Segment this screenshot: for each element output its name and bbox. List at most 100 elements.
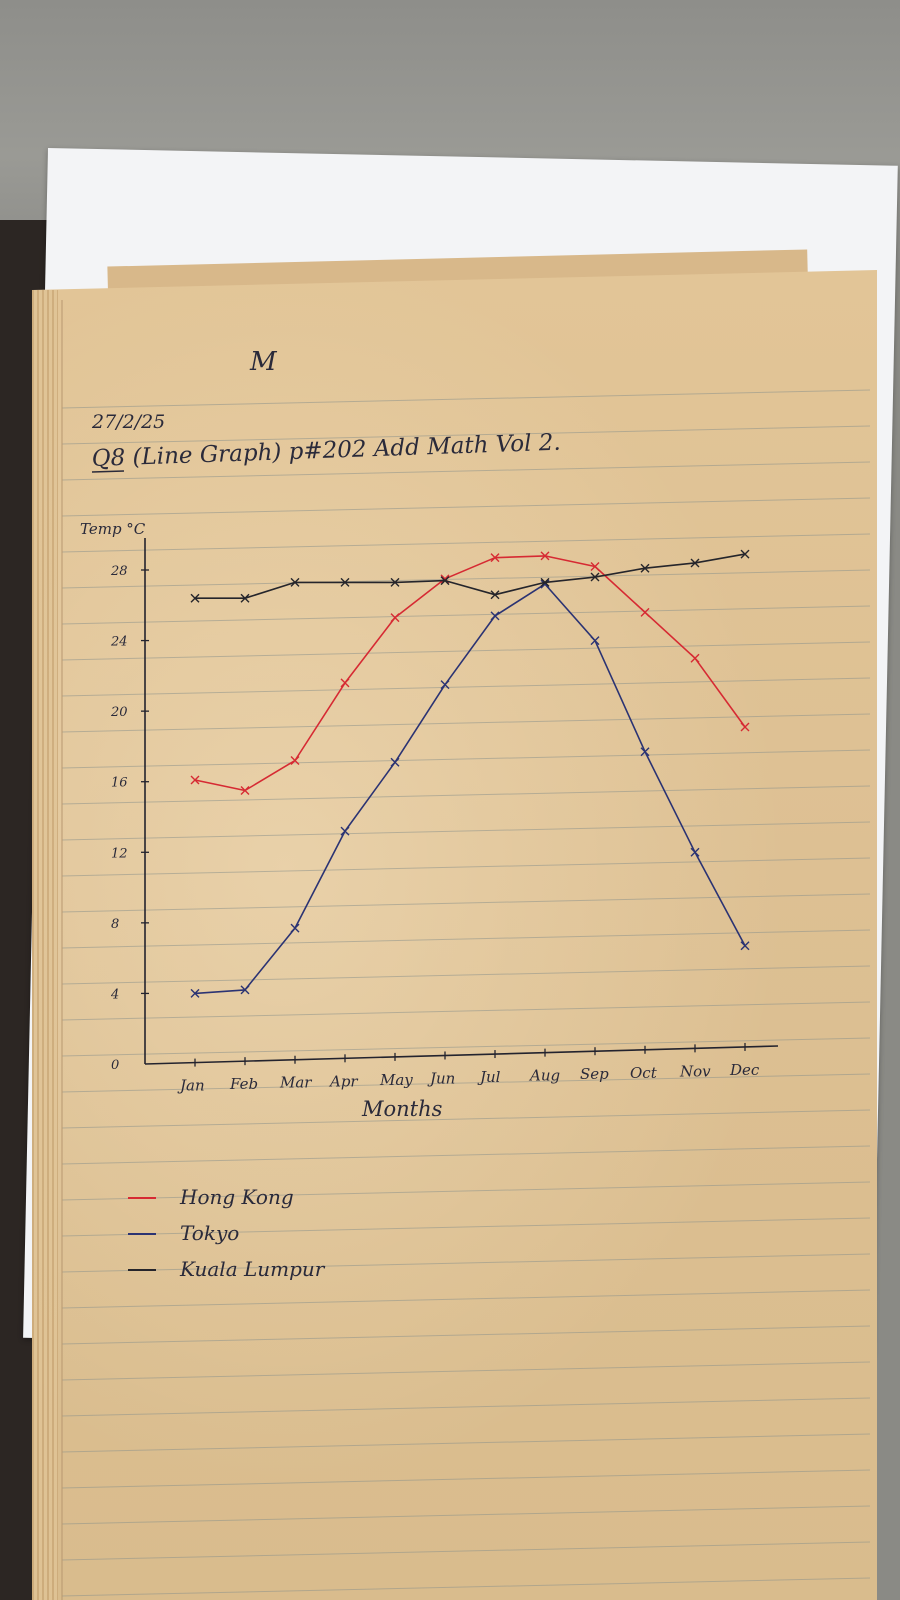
ruled-line (61, 641, 871, 661)
data-point-tokyo (190, 988, 200, 998)
ruled-line (61, 785, 871, 805)
x-tick-label: Nov (679, 1062, 711, 1080)
x-tick-label: Oct (630, 1064, 658, 1082)
ruled-line (61, 605, 871, 625)
x-tick-label: Dec (729, 1061, 760, 1079)
legend-item: Hong Kong (128, 1185, 294, 1209)
data-point-hong-kong (390, 613, 400, 623)
ruled-line (61, 1073, 871, 1093)
data-point-kuala-lumpur (490, 590, 500, 600)
data-point-kuala-lumpur (540, 577, 550, 587)
ruled-line (61, 1433, 871, 1453)
ruled-line (61, 1289, 871, 1309)
notebook-page-edges (32, 290, 58, 1600)
x-axis (144, 1045, 779, 1065)
ruled-line (61, 389, 871, 409)
ruled-line (61, 929, 871, 949)
data-point-hong-kong (290, 756, 300, 766)
x-tick-label: Apr (328, 1072, 358, 1090)
legend-label: Hong Kong (179, 1185, 294, 1209)
ruled-line (61, 857, 871, 877)
data-point-tokyo (640, 747, 650, 757)
series-line-kuala-lumpur (195, 553, 746, 600)
data-point-tokyo (440, 680, 450, 690)
data-point-kuala-lumpur (190, 593, 200, 603)
legend-item: Tokyo (128, 1221, 239, 1245)
series-line-hong-kong (194, 555, 746, 792)
data-point-tokyo (490, 611, 500, 621)
y-tick-label: 4 (110, 987, 119, 1002)
ruled-line (61, 1181, 871, 1201)
data-point-hong-kong (490, 553, 500, 563)
ruled-line (61, 1037, 871, 1057)
ruled-line (61, 893, 871, 913)
data-point-kuala-lumpur (240, 593, 250, 603)
x-tick-label: Sep (580, 1065, 609, 1083)
ruled-line (61, 1505, 871, 1525)
data-point-kuala-lumpur (640, 563, 650, 573)
ruled-line (61, 1001, 871, 1021)
data-point-kuala-lumpur (740, 549, 750, 559)
ruled-line (61, 1541, 871, 1561)
ruled-line (61, 1577, 871, 1597)
data-point-kuala-lumpur (290, 577, 300, 587)
data-point-hong-kong (340, 678, 350, 688)
ruled-lines (61, 389, 871, 1597)
x-tick-label: Jul (477, 1068, 501, 1086)
teacher-mark: M (249, 347, 278, 377)
y-tick-label: 8 (111, 917, 119, 932)
legend-item: Kuala Lumpur (128, 1257, 326, 1281)
x-tick-label: May (379, 1071, 413, 1089)
ruled-line (61, 821, 871, 841)
data-point-hong-kong (740, 722, 750, 732)
y-tick-label: 28 (110, 564, 128, 579)
legend-label: Kuala Lumpur (179, 1257, 326, 1281)
ruled-line (61, 1469, 871, 1489)
ruled-line (61, 461, 871, 481)
data-point-tokyo (240, 985, 250, 995)
x-tick-label: Feb (229, 1075, 258, 1093)
y-tick-label: 16 (111, 776, 128, 791)
ruled-line (61, 425, 871, 445)
y-tick-label: 20 (110, 705, 128, 720)
ruled-line (61, 497, 871, 517)
legend-label: Tokyo (180, 1221, 239, 1245)
ruled-line (61, 1397, 871, 1417)
ruled-line (61, 569, 871, 589)
x-tick-label: Jan (177, 1077, 205, 1095)
data-point-tokyo (590, 636, 600, 646)
data-point-tokyo (740, 941, 750, 951)
ruled-line (61, 1361, 871, 1381)
x-axis-ticks: Jan Feb Mar Apr May Jun Jul Aug Sep Oct Nov Dec (177, 1042, 760, 1095)
y-tick-label: 0 (111, 1058, 119, 1073)
ruled-line (61, 965, 871, 985)
chart-series (190, 549, 750, 998)
page-date: 27/2/25 (91, 411, 165, 433)
data-point-hong-kong (590, 561, 600, 571)
series-tokyo (190, 579, 750, 998)
ruled-line (61, 749, 871, 769)
x-tick-label: Jun (427, 1069, 455, 1087)
x-axis-label: Months (361, 1097, 443, 1121)
y-axis-ticks: 0 4 8 12 16 20 24 28 (110, 564, 149, 1073)
series-hong-kong (190, 551, 750, 796)
data-point-hong-kong (690, 653, 700, 663)
data-point-hong-kong (640, 607, 650, 617)
chart-axes (144, 538, 779, 1065)
data-point-hong-kong (540, 551, 550, 561)
ruled-line (61, 713, 871, 733)
y-axis-label: Temp °C (80, 520, 146, 538)
series-line-tokyo (194, 583, 746, 995)
data-point-tokyo (690, 847, 700, 857)
data-point-kuala-lumpur (340, 577, 350, 587)
chart-legend: Hong Kong Tokyo Kuala Lumpur (128, 1185, 326, 1281)
heading-underline (91, 470, 125, 473)
series-kuala-lumpur (190, 549, 750, 603)
page-heading: Q8 (Line Graph) p#202 Add Math Vol 2. (91, 430, 561, 472)
ruled-line (61, 1253, 871, 1273)
ruled-line (61, 1217, 871, 1237)
x-tick-label: Mar (279, 1074, 312, 1092)
ruled-line (61, 1145, 871, 1165)
data-point-tokyo (290, 923, 300, 933)
